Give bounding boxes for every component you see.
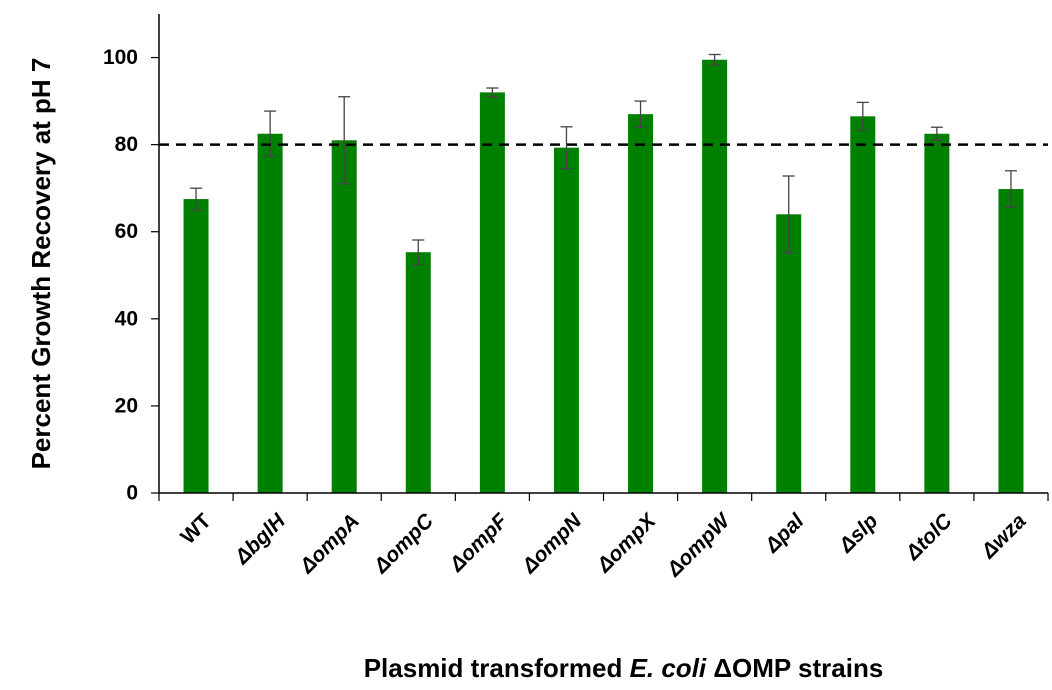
x-tick-label-2: ΔompA xyxy=(295,509,364,578)
y-tick-label-2: 40 xyxy=(115,307,138,330)
error-bar-10 xyxy=(930,126,943,141)
x-tick-label-0: WT xyxy=(176,509,215,548)
bar-5 xyxy=(553,147,579,493)
y-tick-label-4: 80 xyxy=(115,133,138,156)
x-axis-title-species: E. coli xyxy=(630,653,707,683)
y-axis-title: Percent Growth Recovery at pH 7 xyxy=(26,58,56,470)
x-axis-title: Plasmid transformed E. coli ΔOMP strains xyxy=(364,653,884,683)
x-axis-title-suffix: ΔOMP strains xyxy=(706,653,883,683)
x-tick-label-6: ΔompX xyxy=(592,508,662,578)
error-bar-11 xyxy=(1004,170,1017,208)
y-tick-label-1: 20 xyxy=(115,394,138,417)
bar-2 xyxy=(331,140,357,494)
bar-10 xyxy=(924,133,950,493)
bar-7 xyxy=(702,59,728,494)
y-tick-label-0: 0 xyxy=(126,482,138,505)
error-bar-9 xyxy=(856,101,869,131)
x-tick-label-9: Δslp xyxy=(834,509,883,558)
axes xyxy=(151,14,1049,501)
error-bars xyxy=(190,53,1017,266)
bar-6 xyxy=(628,114,654,494)
x-tick-label-5: ΔompN xyxy=(517,509,587,579)
y-tick-labels: 0 20 40 60 80 100 xyxy=(103,46,138,504)
x-tick-label-11: Δwza xyxy=(976,509,1030,563)
error-bar-5 xyxy=(560,126,573,170)
error-bar-8 xyxy=(782,175,795,254)
x-tick-label-4: ΔompF xyxy=(445,509,513,577)
x-tick-label-10: ΔtolC xyxy=(901,509,957,565)
y-tick-label-3: 60 xyxy=(115,220,138,243)
x-tick-label-3: ΔompC xyxy=(369,509,439,579)
error-bar-4 xyxy=(486,87,499,98)
x-axis-title-prefix: Plasmid transformed xyxy=(364,653,630,683)
x-tick-labels: WT ΔbglH ΔompA ΔompC ΔompF ΔompN ΔompX ΔompW Δpa… xyxy=(176,508,1030,582)
bar-9 xyxy=(850,116,876,493)
bar-11 xyxy=(998,189,1024,493)
x-tick-label-8: Δpal xyxy=(760,509,809,558)
error-bar-0 xyxy=(190,187,203,211)
bar-4 xyxy=(479,92,505,493)
x-tick-label-7: ΔompW xyxy=(662,508,736,582)
error-bar-3 xyxy=(412,239,425,266)
bars xyxy=(183,59,1024,494)
bar-1 xyxy=(257,133,283,493)
error-bar-6 xyxy=(634,100,647,128)
bar-0 xyxy=(183,199,209,493)
x-tick-label-1: ΔbglH xyxy=(230,509,291,570)
error-bar-1 xyxy=(264,110,277,158)
error-bar-2 xyxy=(338,96,351,185)
bar-3 xyxy=(405,252,431,493)
y-tick-label-5: 100 xyxy=(103,46,138,69)
error-bar-7 xyxy=(708,53,721,66)
bar-8 xyxy=(776,214,802,494)
